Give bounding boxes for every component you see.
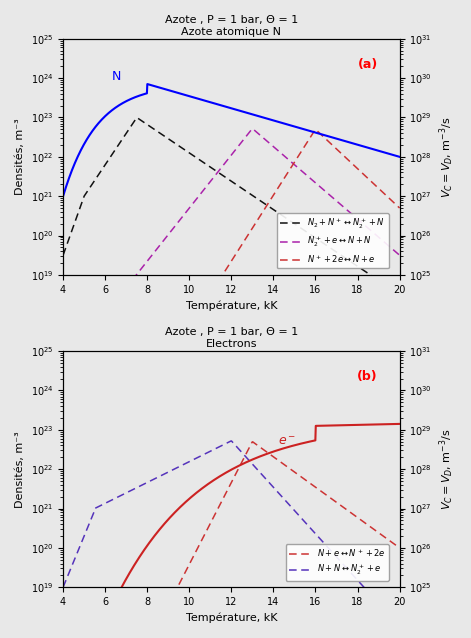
Title: Azote , P = 1 bar, Θ = 1
Electrons: Azote , P = 1 bar, Θ = 1 Electrons [165,327,298,349]
Text: $e^-$: $e^-$ [277,436,296,449]
Legend: $N + e \leftrightarrow N^+ + 2e$, $N + N \leftrightarrow N_2^+ + e$: $N + e \leftrightarrow N^+ + 2e$, $N + N… [286,544,389,581]
Text: (b): (b) [357,370,378,383]
X-axis label: Température, kK: Température, kK [186,300,277,311]
Title: Azote , P = 1 bar, Θ = 1
Azote atomique N: Azote , P = 1 bar, Θ = 1 Azote atomique … [165,15,298,36]
Text: (a): (a) [357,57,378,71]
Y-axis label: Densités, m⁻³: Densités, m⁻³ [15,119,25,195]
Text: N: N [112,70,121,83]
Y-axis label: Densités, m⁻³: Densités, m⁻³ [15,431,25,508]
Y-axis label: $V_C = V_D$, m$^{-3}$/s: $V_C = V_D$, m$^{-3}$/s [438,428,456,510]
Y-axis label: $V_C = V_D$, m$^{-3}$/s: $V_C = V_D$, m$^{-3}$/s [438,116,456,198]
X-axis label: Température, kK: Température, kK [186,612,277,623]
Legend: $N_2 + N^+ \leftrightarrow N_2^+ + N$, $N_2^+ + e \leftrightarrow N + N$, $N^+ +: $N_2 + N^+ \leftrightarrow N_2^+ + N$, $… [276,213,389,269]
